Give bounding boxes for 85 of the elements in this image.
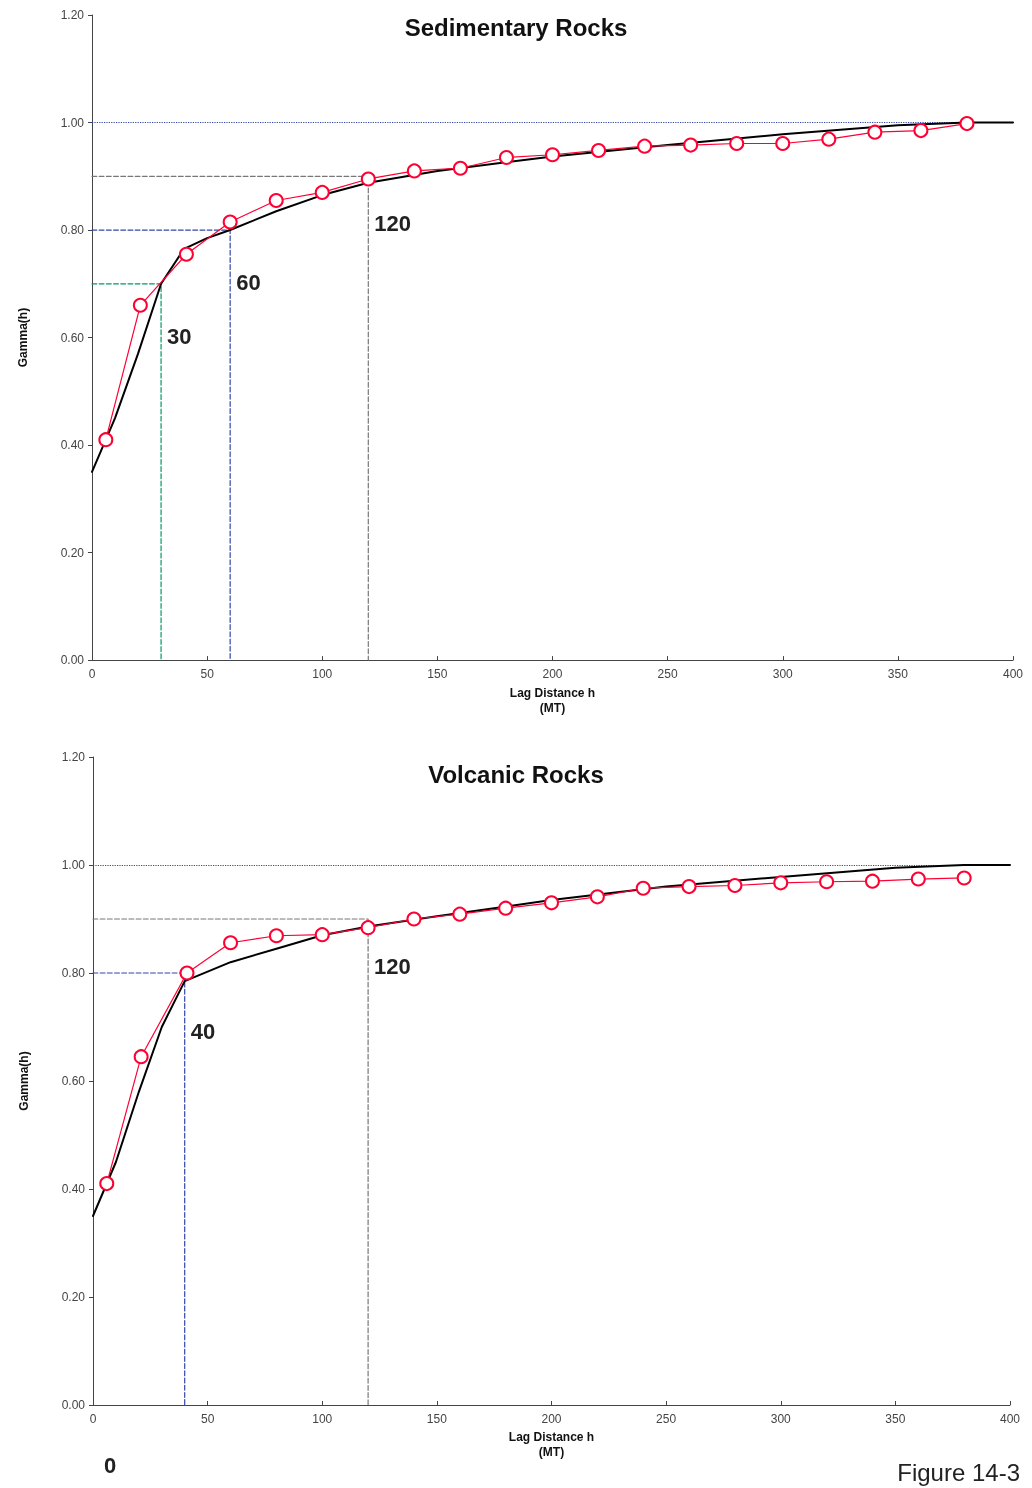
x-tick-label: 150 (426, 1412, 448, 1426)
point (360, 171, 376, 187)
annotation: 60 (236, 270, 261, 296)
x-tick-label: 100 (312, 1412, 333, 1426)
point (360, 920, 376, 936)
point (683, 137, 699, 153)
point (913, 123, 929, 139)
point (635, 880, 651, 896)
point (452, 906, 468, 922)
point (178, 246, 194, 262)
point (864, 873, 880, 889)
x-tick-label: 0 (89, 1412, 97, 1426)
x-tick-label: 200 (542, 667, 563, 682)
chart-title: Sedimentary Rocks (404, 13, 628, 41)
x-tick-label: 400 (999, 1412, 1021, 1426)
x-tick-label: 250 (656, 1412, 677, 1426)
point (132, 297, 148, 313)
point (775, 135, 791, 151)
point (867, 124, 883, 140)
text: 0 (104, 1452, 117, 1478)
point (821, 131, 837, 147)
point (637, 138, 653, 154)
y-tick-label: 1.00 (61, 858, 86, 872)
y-axis-title: Gamma(h) (16, 1051, 31, 1111)
point (545, 147, 560, 163)
point (406, 911, 422, 927)
annotation: 120 (374, 211, 412, 237)
y-tick-label: 1.20 (60, 8, 85, 22)
chart-title: Volcanic Rocks (428, 760, 604, 788)
point (591, 142, 607, 158)
x-tick-label: 100 (312, 667, 333, 682)
point (406, 163, 422, 179)
y-tick-label: 0.60 (61, 1074, 86, 1088)
point (727, 878, 743, 894)
x-tick-label: 50 (200, 1412, 215, 1426)
point (223, 935, 239, 951)
x-axis-title: Lag Distance h (MT) (508, 1430, 595, 1460)
y-tick-label: 0.60 (60, 330, 85, 345)
x-tick-label: 250 (657, 667, 678, 682)
point (589, 889, 605, 905)
point (222, 214, 238, 230)
point (314, 927, 330, 943)
y-tick-label: 0.20 (61, 1290, 86, 1304)
point (959, 116, 975, 132)
point (98, 432, 114, 448)
x-tick-label: 200 (541, 1412, 562, 1426)
y-tick-label: 0.80 (60, 223, 85, 238)
point (956, 870, 972, 886)
x-tick-label: 50 (200, 667, 215, 682)
point (544, 895, 559, 911)
point (452, 160, 468, 176)
x-tick-label: 400 (1002, 667, 1024, 682)
point (268, 192, 284, 208)
point (314, 184, 330, 200)
point (819, 874, 835, 890)
point (268, 928, 284, 944)
point (910, 871, 926, 887)
point (133, 1049, 149, 1065)
x-tick-label: 350 (885, 1412, 906, 1426)
annotation: 120 (374, 954, 411, 980)
point (773, 875, 789, 891)
caption: Figure 14-3 (897, 1458, 1020, 1486)
x-tick-label: 0 (88, 667, 96, 682)
x-tick-label: 300 (772, 667, 794, 682)
annotation: 30 (167, 324, 192, 350)
point (498, 900, 514, 916)
y-tick-label: 0.20 (60, 545, 85, 560)
y-tick-label: 1.00 (60, 115, 85, 130)
y-tick-label: 0.00 (60, 653, 85, 668)
x-tick-label: 150 (427, 667, 448, 682)
x-axis-title: Lag Distance h (MT) (509, 685, 596, 715)
annotation: 40 (190, 1018, 216, 1044)
point (99, 1176, 115, 1192)
point (729, 135, 745, 151)
y-tick-label: 0.40 (60, 438, 85, 453)
y-axis-title: Gamma(h) (15, 307, 30, 368)
x-tick-label: 300 (770, 1412, 792, 1426)
point (498, 149, 514, 165)
point (179, 965, 195, 981)
y-tick-label: 0.80 (61, 966, 86, 980)
point (681, 879, 697, 895)
y-tick-label: 0.00 (61, 1398, 86, 1412)
x-tick-label: 350 (887, 667, 909, 682)
y-tick-label: 1.20 (61, 750, 86, 764)
y-tick-label: 0.40 (61, 1182, 86, 1196)
